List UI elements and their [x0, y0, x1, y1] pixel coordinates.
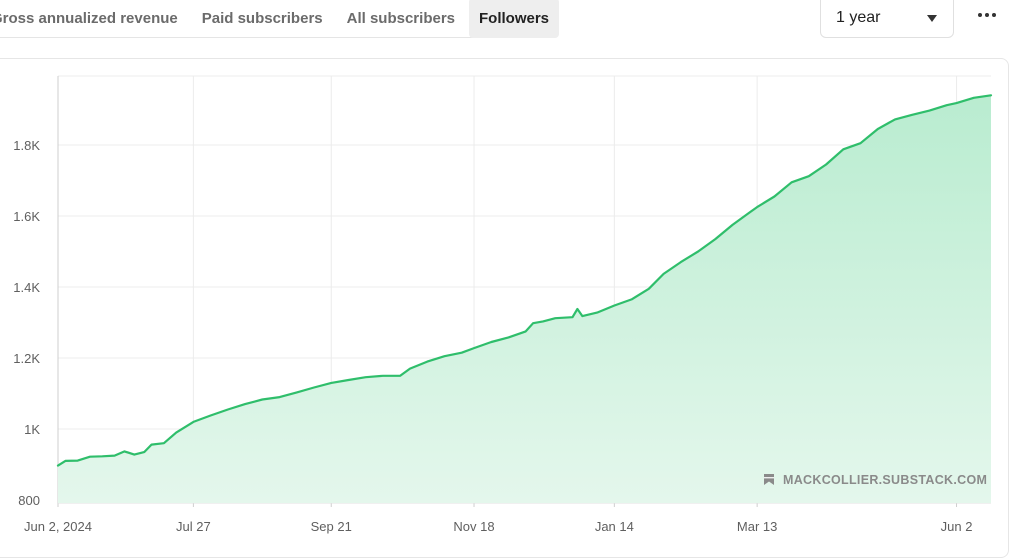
- more-dot-icon: [985, 13, 989, 17]
- x-tick-label: Jan 14: [595, 519, 634, 534]
- watermark-text: MACKCOLLIER.SUBSTACK.COM: [783, 473, 987, 487]
- tab-paid-subscribers[interactable]: Paid subscribers: [201, 9, 323, 27]
- y-tick-label: 1.6K: [13, 209, 40, 224]
- followers-line: [56, 94, 993, 467]
- more-dot-icon: [978, 13, 982, 17]
- x-tick-label: Mar 13: [737, 519, 777, 534]
- tab-gross-annualized-revenue[interactable]: Gross annualized revenue: [0, 9, 178, 27]
- x-tick-label: Jun 2, 2024: [24, 519, 92, 534]
- watermark: MACKCOLLIER.SUBSTACK.COM: [764, 473, 987, 487]
- metric-tabs: Gross annualized revenue Paid subscriber…: [0, 0, 560, 38]
- x-tick-label: Jun 2: [941, 519, 973, 534]
- y-tick-label: 1.4K: [13, 280, 40, 295]
- time-range-value: 1 year: [836, 9, 881, 26]
- followers-chart: 800 1K 1.2K 1.4K 1.6K 1.8K Jun 2, 2024 Jul 27 Se…: [13, 75, 993, 534]
- followers-area: [58, 95, 991, 504]
- more-options-button[interactable]: [974, 4, 1000, 26]
- time-range-select[interactable]: 1 year: [820, 0, 954, 38]
- y-tick-label: 1K: [24, 422, 40, 437]
- y-tick-label: 1.2K: [13, 351, 40, 366]
- more-dot-icon: [992, 13, 996, 17]
- y-tick-label: 1.8K: [13, 138, 40, 153]
- tab-all-subscribers[interactable]: All subscribers: [346, 9, 456, 27]
- x-tick-label: Sep 21: [311, 519, 352, 534]
- chevron-down-icon: [927, 15, 937, 22]
- x-tick-label: Jul 27: [176, 519, 211, 534]
- y-tick-label: 800: [18, 493, 40, 508]
- x-tick-label: Nov 18: [453, 519, 494, 534]
- bookmark-icon: [764, 474, 774, 485]
- tab-followers[interactable]: Followers: [469, 0, 560, 38]
